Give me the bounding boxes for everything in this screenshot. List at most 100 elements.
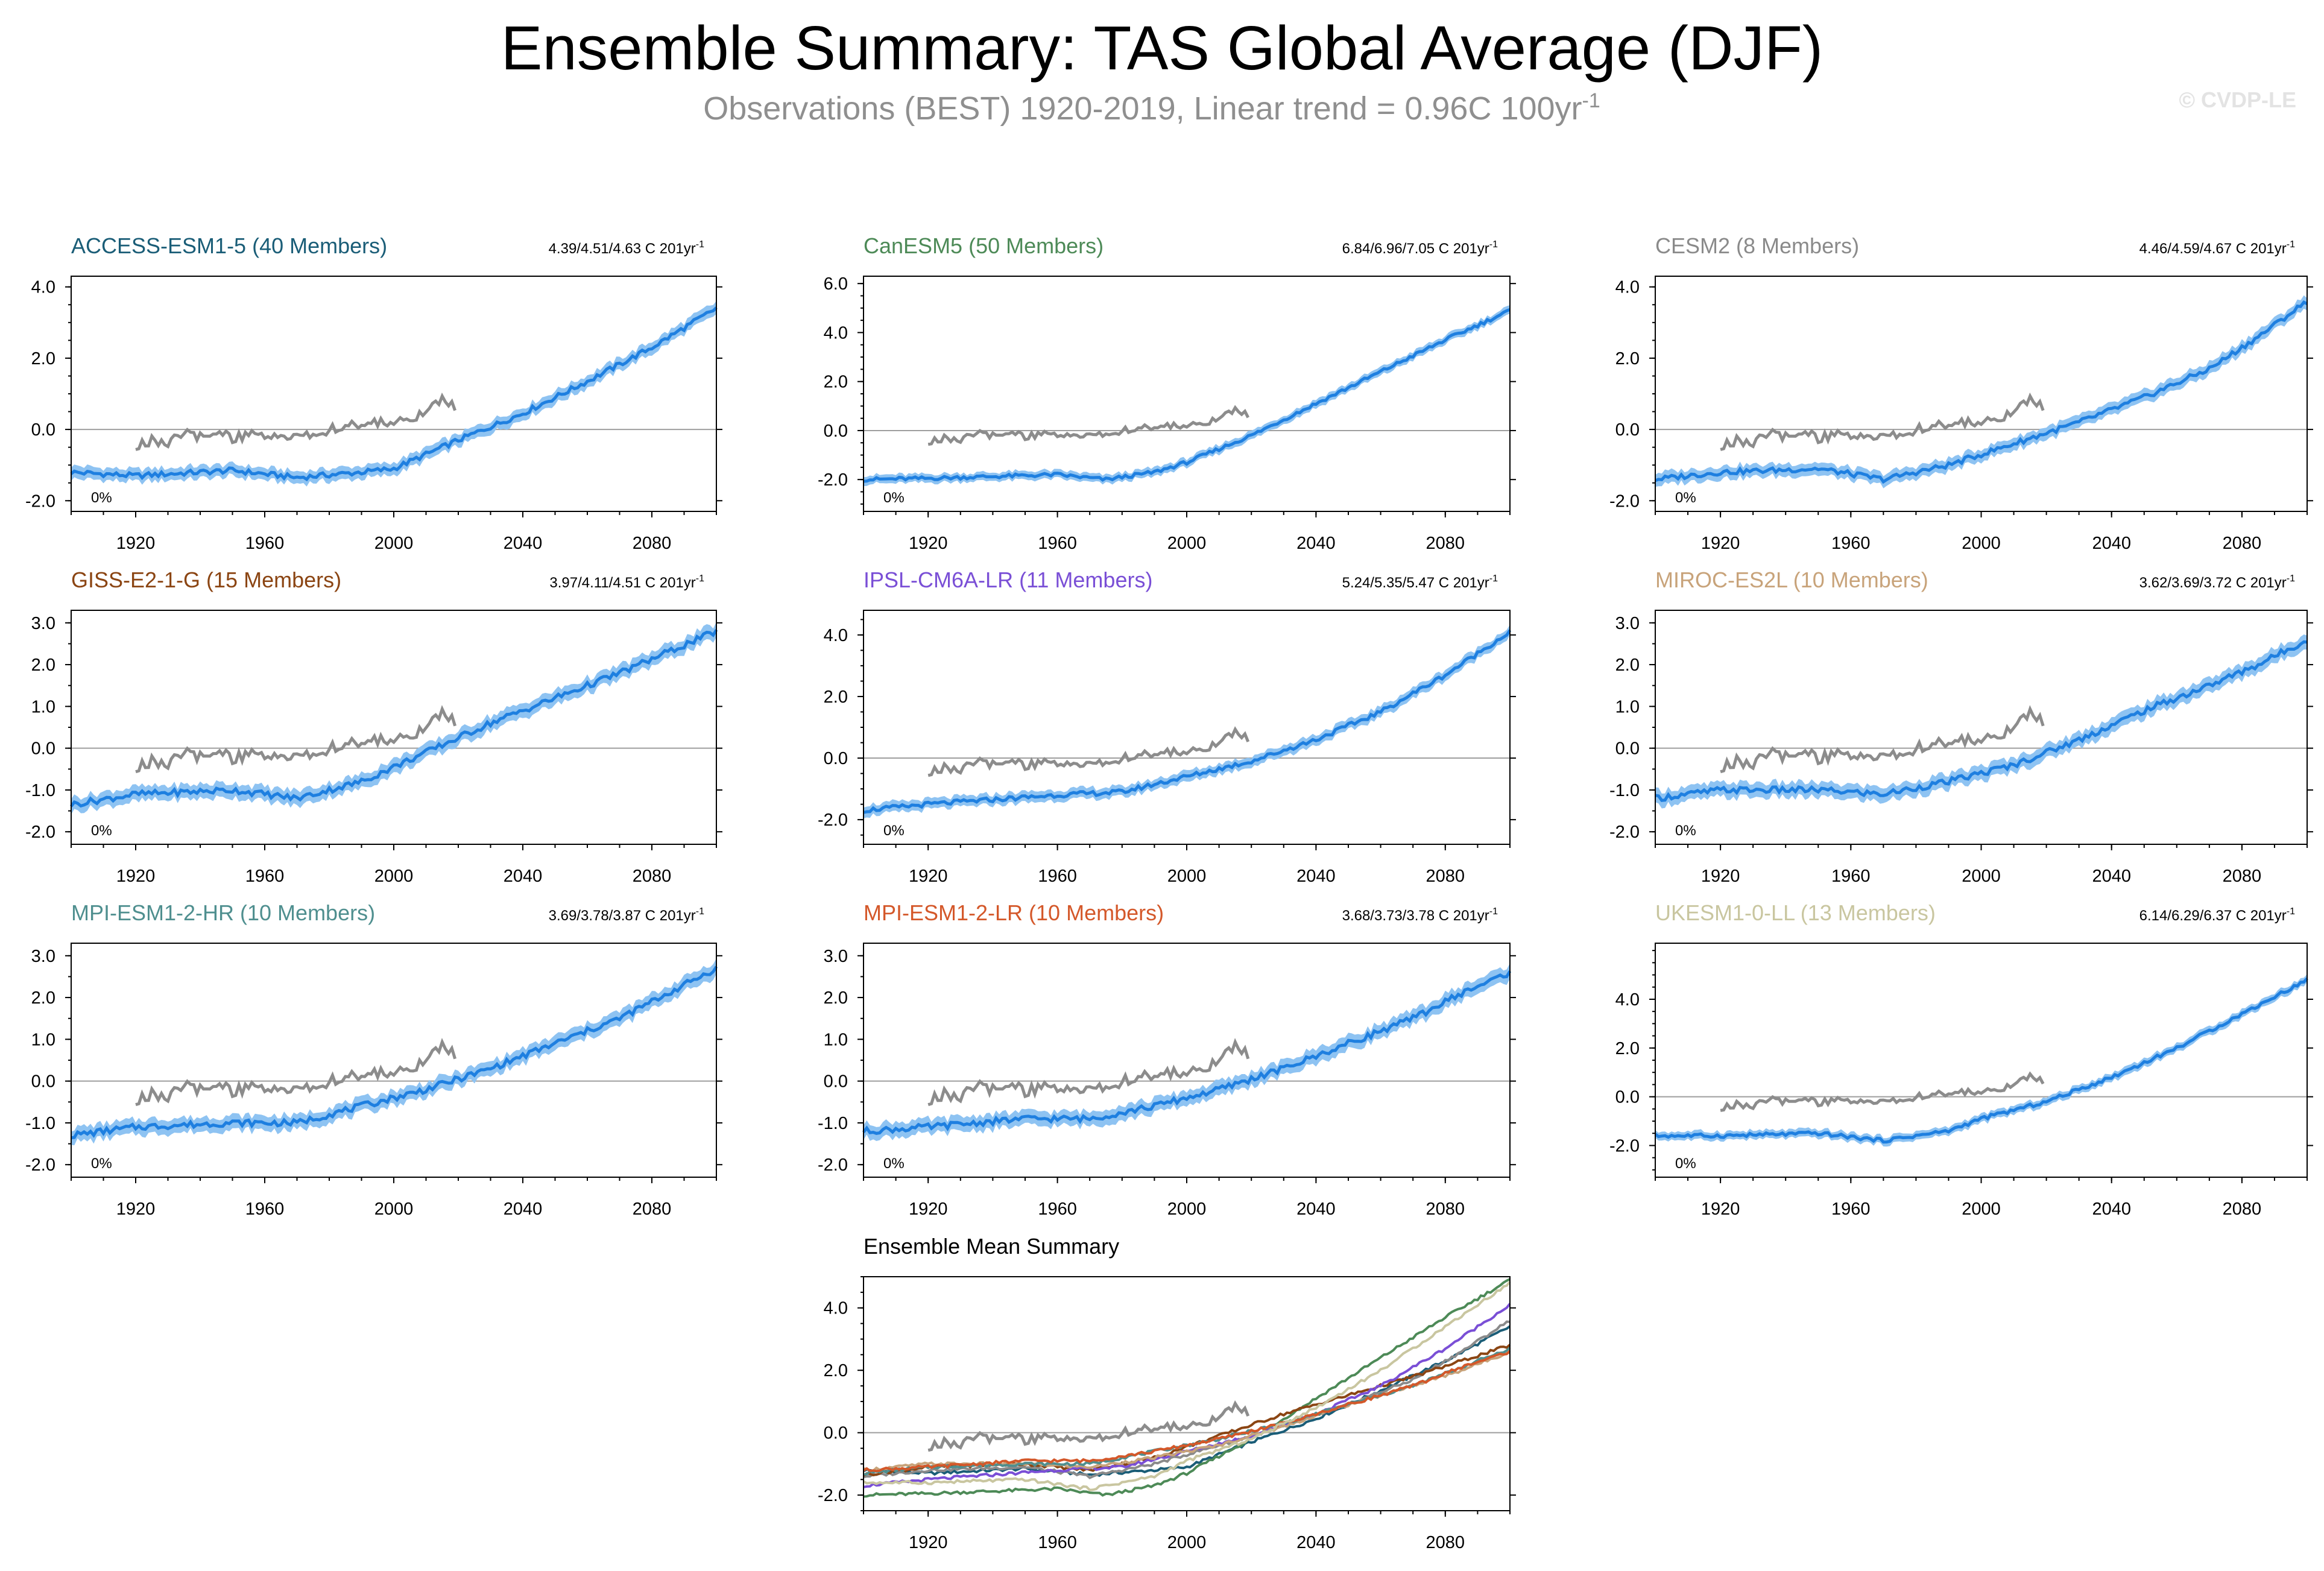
main-title: Ensemble Summary: TAS Global Average (DJ… — [501, 13, 1823, 83]
panel-trend-label: 6.14/6.29/6.37 C 201yr-1 — [2139, 906, 2296, 924]
ensemble-mean-line — [863, 629, 1512, 814]
panel-ipsl-cm6a-lr: IPSL-CM6A-LR (11 Members) 5.24/5.35/5.47 … — [818, 567, 1516, 886]
y-tick-label: -1.0 — [818, 1114, 848, 1133]
ensemble-spread-band — [71, 300, 716, 487]
panel-title: CanESM5 (50 Members) — [864, 233, 1104, 258]
x-tick-label: 2000 — [374, 1200, 414, 1219]
x-tick-label: 1920 — [909, 1200, 948, 1219]
panel-trend-text: 5.24/5.35/5.47 C 201yr — [1342, 575, 1489, 591]
ensemble-spread-band — [864, 305, 1510, 487]
observations-line — [135, 705, 456, 774]
panel-title: MPI-ESM1-2-LR (10 Members) — [864, 900, 1164, 925]
x-tick-label: 2080 — [633, 1200, 672, 1219]
panel-trend-label: 3.68/3.73/3.78 C 201yr-1 — [1342, 906, 1498, 924]
x-tick-label: 1920 — [1701, 534, 1740, 553]
percent-rank-label: 0% — [1675, 1155, 1696, 1172]
panel-canesm5: CanESM5 (50 Members) 6.84/6.96/7.05 C 201… — [818, 233, 1516, 553]
panel-title: Ensemble Mean Summary — [864, 1234, 1119, 1259]
panel-trend-superscript: -1 — [1489, 239, 1498, 250]
y-tick-label: 0.0 — [824, 1072, 848, 1092]
panel-title: UKESM1-0-LL (13 Members) — [1655, 900, 1936, 925]
x-tick-label: 1960 — [1831, 867, 1871, 886]
panels-group: ACCESS-ESM1-5 (40 Members) 4.39/4.51/4.63… — [25, 233, 2313, 1552]
ensemble-spread-band — [71, 958, 716, 1145]
panel-ensemble-mean-summary: Ensemble Mean Summary -2.0 0.0 2.0 4.0 1920 19… — [818, 1234, 1516, 1552]
panel-title: MIROC-ES2L (10 Members) — [1655, 567, 1928, 592]
y-tick-label: -2.0 — [25, 1155, 55, 1175]
y-tick-label: -2.0 — [1609, 823, 1640, 842]
plot-frame — [71, 943, 717, 1178]
panel-trend-superscript: -1 — [696, 574, 704, 584]
y-tick-label: -2.0 — [818, 1155, 848, 1175]
y-tick-label: -1.0 — [1609, 781, 1640, 800]
ensemble-spread-band — [1655, 974, 2307, 1147]
y-tick-label: 4.0 — [824, 626, 848, 645]
x-tick-label: 1960 — [1831, 1200, 1871, 1219]
y-tick-label: 4.0 — [1615, 278, 1640, 297]
x-tick-label: 2000 — [1167, 867, 1207, 886]
x-tick-label: 2000 — [1962, 534, 2001, 553]
ensemble-mean-line — [1655, 300, 2308, 484]
y-tick-label: 0.0 — [824, 1424, 848, 1443]
y-tick-label: -1.0 — [25, 1114, 55, 1133]
panel-title: IPSL-CM6A-LR (11 Members) — [864, 567, 1152, 592]
ensemble-mean-line — [1655, 640, 2308, 802]
y-tick-label: 2.0 — [31, 988, 55, 1008]
x-tick-label: 2040 — [504, 1200, 543, 1219]
x-tick-label: 1960 — [1038, 1533, 1077, 1552]
x-tick-label: 2040 — [2092, 534, 2131, 553]
panel-trend-superscript: -1 — [1489, 906, 1498, 917]
y-tick-label: 3.0 — [31, 947, 55, 966]
y-tick-label: -1.0 — [25, 781, 55, 800]
panel-ukesm1-0-ll: UKESM1-0-LL (13 Members) 6.14/6.29/6.37 C… — [1609, 900, 2313, 1219]
x-tick-label: 2080 — [2223, 1200, 2262, 1219]
y-tick-label: 2.0 — [824, 373, 848, 392]
subtitle-superscript: -1 — [1582, 89, 1600, 112]
x-tick-label: 2080 — [2223, 867, 2262, 886]
percent-rank-label: 0% — [1675, 490, 1696, 506]
panel-trend-superscript: -1 — [2287, 906, 2295, 917]
panel-trend-label: 4.46/4.59/4.67 C 201yr-1 — [2139, 239, 2296, 257]
x-tick-label: 1960 — [245, 534, 285, 553]
x-tick-label: 2080 — [1426, 1533, 1465, 1552]
summary-line-miroc-es2l — [863, 1351, 1511, 1473]
y-tick-label: -2.0 — [818, 1486, 848, 1505]
panel-trend-superscript: -1 — [696, 239, 704, 250]
ensemble-mean-line — [69, 629, 718, 808]
panel-miroc-es2l: MIROC-ES2L (10 Members) 3.62/3.69/3.72 C … — [1609, 567, 2313, 886]
x-tick-label: 2080 — [633, 867, 672, 886]
percent-rank-label: 0% — [91, 490, 112, 506]
x-tick-label: 2000 — [1962, 867, 2001, 886]
ensemble-spread-band — [864, 963, 1510, 1141]
y-tick-label: 4.0 — [824, 323, 848, 343]
ensemble-spread-band — [71, 622, 716, 815]
panel-giss-e2-1-g: GISS-E2-1-G (15 Members) 3.97/4.11/4.51 C… — [25, 567, 722, 886]
y-tick-label: 2.0 — [1615, 1039, 1640, 1058]
y-tick-label: 0.0 — [31, 420, 55, 440]
percent-rank-label: 0% — [883, 823, 905, 839]
y-tick-label: 2.0 — [1615, 349, 1640, 368]
summary-line-cesm2 — [863, 1320, 1511, 1479]
x-tick-label: 2000 — [1962, 1200, 2001, 1219]
x-tick-label: 2000 — [1167, 1533, 1207, 1552]
panel-trend-label: 6.84/6.96/7.05 C 201yr-1 — [1342, 239, 1498, 257]
ensemble-spread-band — [1655, 295, 2307, 488]
panel-mpi-esm1-2-hr: MPI-ESM1-2-HR (10 Members) 3.69/3.78/3.87… — [25, 900, 722, 1219]
observations-line — [927, 726, 1250, 777]
y-tick-label: -2.0 — [818, 470, 848, 490]
x-tick-label: 2040 — [2092, 1200, 2131, 1219]
y-tick-label: 0.0 — [1615, 420, 1640, 440]
summary-line-ukesm1-0-ll — [862, 1281, 1511, 1491]
x-tick-label: 2080 — [633, 534, 672, 553]
panel-trend-text: 6.84/6.96/7.05 C 201yr — [1342, 241, 1489, 257]
observations-line — [927, 1038, 1250, 1107]
y-tick-label: 2.0 — [31, 349, 55, 368]
x-tick-label: 1920 — [909, 1533, 948, 1552]
panel-access-esm1-5: ACCESS-ESM1-5 (40 Members) 4.39/4.51/4.63… — [25, 233, 722, 553]
y-tick-label: 4.0 — [31, 278, 55, 297]
ensemble-spread-band — [1655, 634, 2307, 809]
observations-line — [1720, 705, 2045, 774]
plot-frame — [1655, 610, 2308, 845]
panel-trend-superscript: -1 — [2287, 574, 2295, 584]
